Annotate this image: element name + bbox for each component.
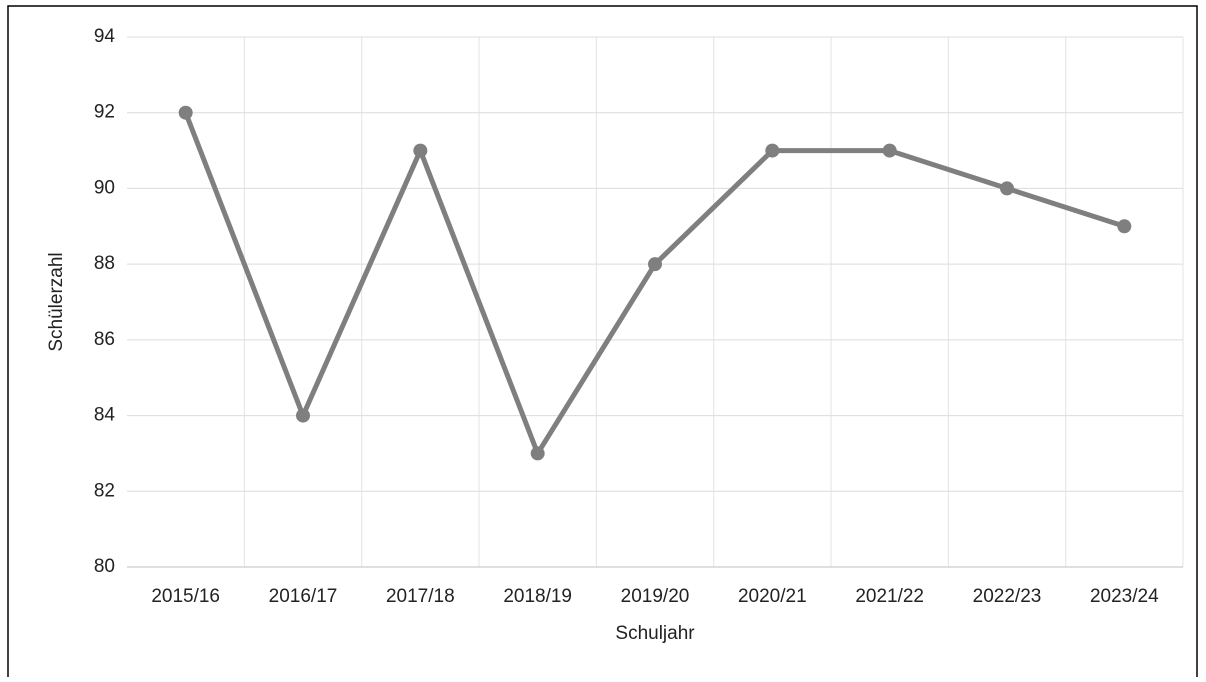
x-tick-label: 2021/22 xyxy=(855,586,924,607)
x-tick-label: 2016/17 xyxy=(269,586,338,607)
x-tick-label: 2015/16 xyxy=(151,586,220,607)
x-tick-label: 2019/20 xyxy=(621,586,690,607)
y-tick-label: 88 xyxy=(94,253,115,274)
x-tick-label: 2017/18 xyxy=(386,586,455,607)
data-point xyxy=(648,257,662,272)
y-tick-label: 84 xyxy=(94,405,116,426)
y-tick-label: 90 xyxy=(94,177,115,198)
data-point xyxy=(296,408,310,423)
y-axis-label: Schülerzahl xyxy=(46,252,67,351)
y-tick-label: 94 xyxy=(94,26,116,47)
x-tick-label: 2018/19 xyxy=(503,586,572,607)
y-tick-label: 82 xyxy=(94,480,115,501)
x-tick-label: 2020/21 xyxy=(738,586,807,607)
data-point xyxy=(530,446,545,461)
data-point xyxy=(413,143,428,158)
y-tick-label: 80 xyxy=(94,556,115,577)
series-line xyxy=(183,111,1126,456)
data-point xyxy=(1117,219,1132,234)
chart-border xyxy=(7,5,1198,682)
x-tick-label: 2023/24 xyxy=(1090,586,1159,607)
y-tick-label: 86 xyxy=(94,329,115,350)
data-point xyxy=(882,143,897,158)
data-point xyxy=(178,105,193,120)
data-point xyxy=(1000,181,1014,196)
data-point xyxy=(765,143,780,158)
y-tick-label: 92 xyxy=(94,102,115,123)
x-tick-label: 2022/23 xyxy=(973,586,1042,607)
x-axis-label: Schuljahr xyxy=(615,623,695,644)
